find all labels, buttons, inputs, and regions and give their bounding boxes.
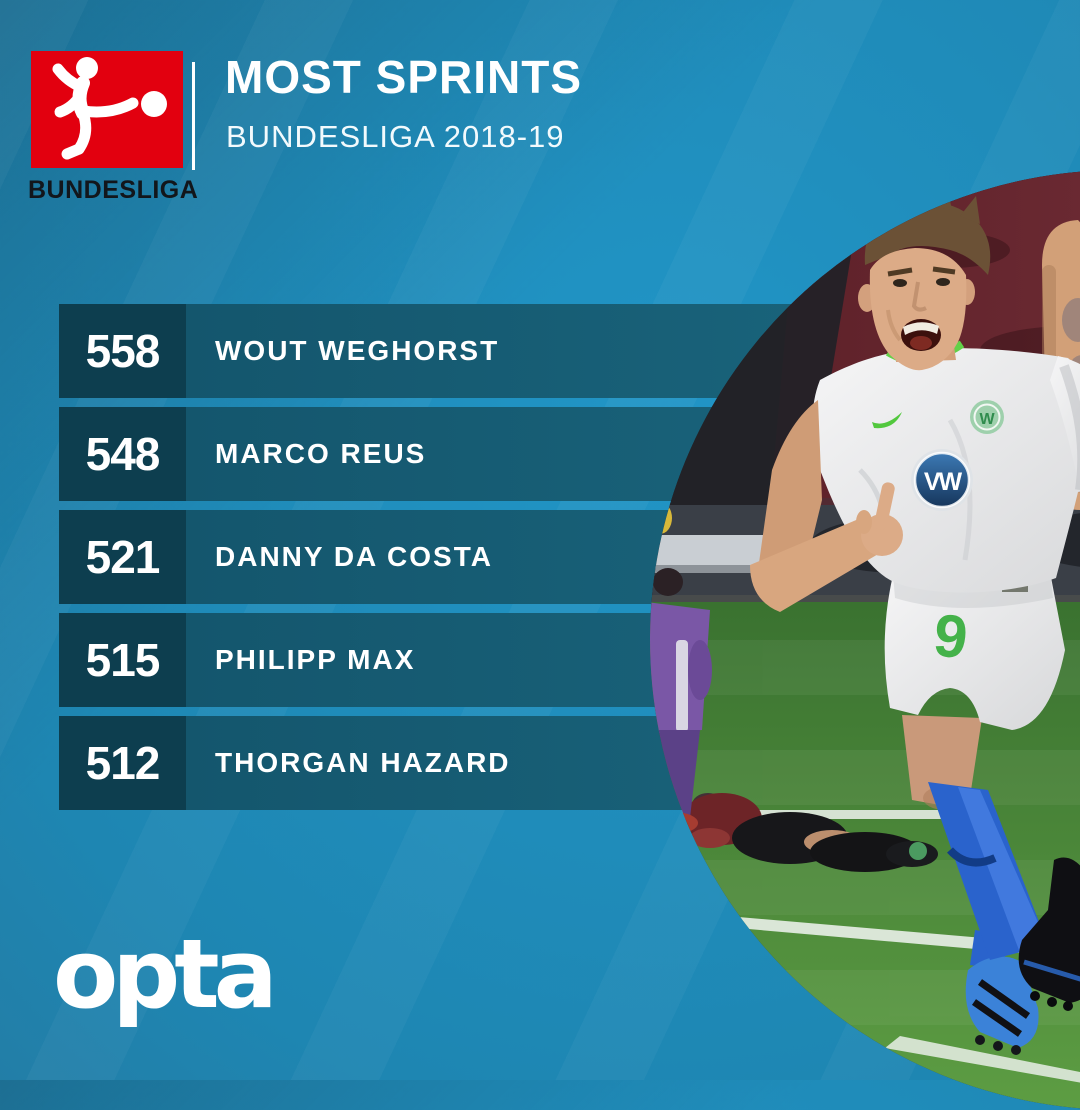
sprints-value: 558 <box>59 304 186 398</box>
sprints-value: 515 <box>59 613 186 707</box>
shirt-number: 9 <box>931 601 971 671</box>
player-shorts: 9 <box>885 572 1065 730</box>
bundesliga-logo <box>31 51 183 168</box>
sprints-value: 512 <box>59 716 186 810</box>
crest-letter: W <box>979 411 995 428</box>
bundesliga-player-silhouette-icon <box>31 51 183 168</box>
page-title: MOST SPRINTS <box>225 54 582 100</box>
page-subtitle: BUNDESLIGA 2018-19 <box>226 121 565 152</box>
sprints-value: 521 <box>59 510 186 604</box>
opta-logo: opta <box>53 928 272 1023</box>
bundesliga-wordmark: BUNDESLIGA <box>28 176 186 205</box>
header-divider <box>192 62 195 170</box>
sprints-value: 548 <box>59 407 186 501</box>
vw-logo: VW <box>911 449 973 511</box>
wolfsburg-crest-icon: W <box>970 400 1004 434</box>
vw-logo-letters: VW <box>924 468 963 496</box>
